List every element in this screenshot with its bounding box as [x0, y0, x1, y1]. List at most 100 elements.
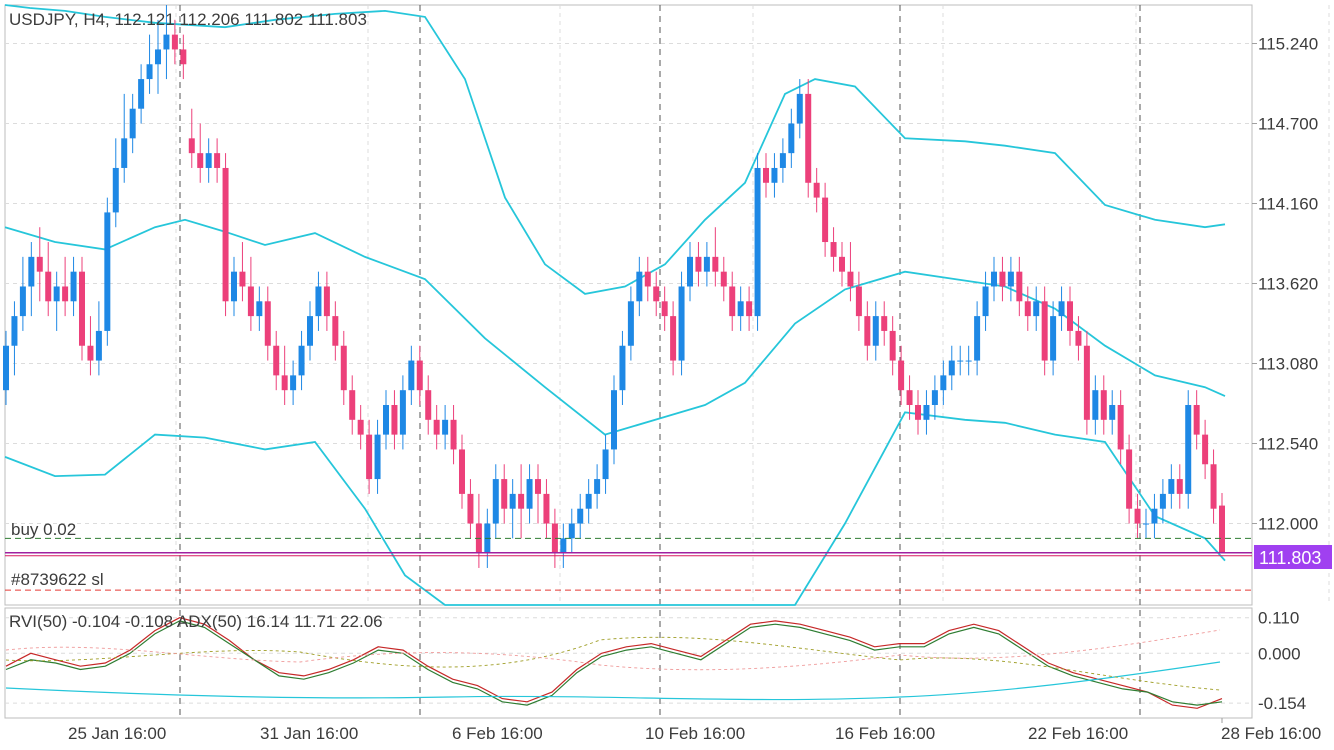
stop-loss-label[interactable]: #8739622 sl: [11, 570, 104, 589]
candle-bull: [611, 390, 617, 450]
candle-bull: [1159, 493, 1166, 509]
adx-plus-line: [5, 636, 1221, 691]
candle-bull: [1033, 301, 1040, 317]
time-tick-label: 28 Feb 16:00: [1221, 724, 1321, 743]
candle-bear: [1100, 390, 1107, 420]
candle-bull: [619, 345, 626, 391]
candle-bear: [1210, 464, 1217, 509]
candle-bull: [315, 286, 322, 317]
indicator-tick-label: -0.154: [1258, 694, 1306, 713]
indicator-panel-frame: [4, 607, 1253, 719]
candle-bull: [1007, 271, 1014, 287]
candle-bull: [307, 316, 313, 346]
candle-bull: [70, 271, 77, 302]
candle-bull: [138, 79, 145, 109]
time-tick-label: 16 Feb 16:00: [835, 724, 935, 743]
candle-bull: [492, 479, 499, 524]
candle-bull: [636, 271, 643, 302]
candle-bear: [425, 390, 432, 420]
candles-group: [3, 5, 1225, 568]
candle-bull: [526, 479, 533, 509]
buy-order-label[interactable]: buy 0.02: [11, 520, 76, 539]
candle-bull: [923, 405, 930, 420]
candle-bear: [1219, 505, 1225, 553]
candle-bear: [467, 493, 474, 524]
indicator-lines: [5, 617, 1252, 709]
candle-bear: [805, 93, 812, 183]
price-tick-label: 112.000: [1258, 515, 1318, 534]
candle-bear: [847, 271, 854, 287]
candle-bull: [509, 493, 516, 509]
candle-bear: [79, 271, 85, 346]
bollinger-upper-line: [4, 4, 1226, 295]
candle-bear: [188, 138, 195, 154]
candle-bear: [855, 286, 862, 317]
candle-bull: [872, 316, 879, 346]
candle-bear: [450, 419, 457, 450]
candle-bear: [180, 49, 187, 65]
candle-bear: [459, 449, 465, 494]
candle-bear: [746, 301, 753, 317]
candle-bull: [298, 345, 305, 376]
candle-bull: [95, 330, 102, 361]
candle-bull: [931, 390, 938, 405]
candle-bull: [678, 286, 685, 361]
candle-bull: [442, 419, 449, 435]
candle-bear: [1075, 330, 1082, 346]
candle-bear: [644, 271, 651, 287]
price-axis: 115.240 114.700 114.160 113.620 113.080 112.5…: [1252, 35, 1318, 713]
candle-bear: [822, 197, 829, 243]
candle-bear: [214, 153, 221, 168]
candle-bear: [332, 316, 339, 346]
candle-bear: [1041, 301, 1048, 361]
time-tick-label: 6 Feb 16:00: [452, 724, 543, 743]
candle-bear: [357, 419, 364, 435]
candle-bear: [881, 316, 888, 331]
candle-bull: [408, 360, 415, 391]
indicator-tick-label: 0.110: [1258, 609, 1299, 628]
price-tick-label: 115.240: [1258, 35, 1318, 54]
candle-bear: [535, 479, 541, 494]
candle-bull: [779, 153, 786, 168]
candle-bull: [940, 375, 947, 391]
candle-bear: [281, 375, 288, 391]
candle-bull: [146, 64, 153, 80]
candle-bull: [687, 256, 693, 287]
adx-line: [5, 661, 1221, 701]
series-rvi-line: [5, 617, 1223, 709]
price-tick-label: 114.700: [1258, 115, 1318, 134]
series-signal-line: [5, 620, 1223, 706]
candle-bull: [1143, 523, 1149, 525]
candle-bull: [163, 34, 170, 50]
candle-bull: [568, 523, 575, 539]
candle-bull: [957, 360, 964, 362]
candle-bull: [231, 271, 237, 302]
candle-bull: [1168, 479, 1175, 494]
candle-bear: [999, 271, 1006, 287]
candle-bear: [416, 360, 423, 391]
candle-bull: [1109, 405, 1116, 420]
adx-minus-line: [5, 629, 1221, 671]
candle-bull: [788, 123, 795, 154]
candle-bear: [889, 330, 896, 361]
candle-bear: [501, 479, 508, 509]
candle-bear: [1176, 479, 1183, 494]
candle-bear: [813, 182, 820, 198]
candle-bull: [205, 153, 212, 168]
candle-bull: [290, 375, 297, 391]
candle-bear: [729, 286, 736, 317]
time-axis: 25 Jan 16:00 31 Jan 16:00 6 Feb 16:00 10 Fe…: [68, 718, 1321, 743]
candle-bull: [3, 345, 9, 391]
indicator-header: RVI(50) -0.104 -0.108 ADX(50) 16.14 11.7…: [9, 612, 383, 631]
candle-bear: [653, 286, 660, 302]
candle-bull: [974, 316, 981, 361]
candle-bear: [273, 345, 280, 376]
candle-bear: [36, 256, 43, 272]
candle-bear: [247, 286, 254, 317]
candle-bear: [906, 390, 913, 405]
candle-bear: [839, 256, 845, 272]
candle-bear: [720, 271, 727, 287]
candle-bull: [703, 256, 710, 272]
candle-bear: [543, 493, 550, 524]
